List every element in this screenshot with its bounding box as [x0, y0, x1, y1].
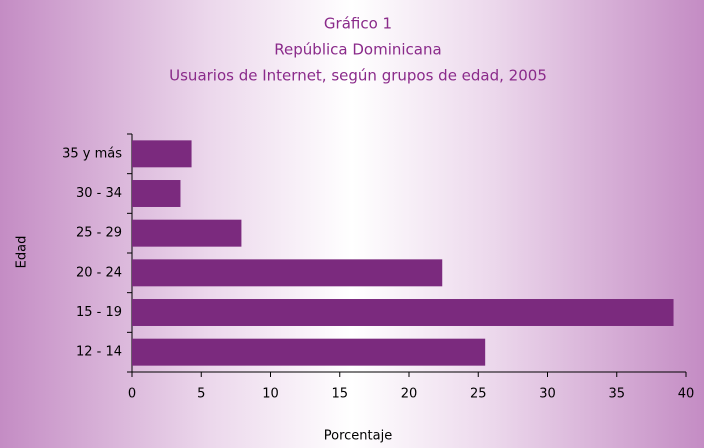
x-tick-label: 15	[331, 387, 348, 402]
chart-title: Usuarios de Internet, según grupos de ed…	[169, 67, 547, 85]
y-tick-label: 20 - 24	[76, 265, 122, 280]
x-tick-label: 30	[539, 387, 556, 402]
x-tick-label: 20	[401, 387, 418, 402]
y-tick-label: 25 - 29	[76, 226, 122, 241]
y-tick-label: 30 - 34	[76, 186, 122, 201]
bar	[132, 259, 443, 287]
y-tick-label: 35 y más	[62, 146, 122, 161]
x-tick-label: 5	[197, 387, 205, 402]
chart-title: Gráfico 1	[324, 15, 392, 33]
x-tick-label: 0	[128, 387, 136, 402]
x-tick-label: 40	[678, 387, 695, 402]
y-tick-label: 15 - 19	[76, 305, 122, 320]
bar	[132, 299, 674, 326]
chart-title: República Dominicana	[274, 41, 441, 59]
y-tick-label: 12 - 14	[76, 345, 122, 360]
bar	[132, 338, 486, 366]
x-tick-label: 10	[262, 387, 279, 402]
bar	[132, 180, 181, 207]
y-axis-label: Edad	[15, 236, 30, 269]
x-axis-label: Porcentaje	[324, 429, 392, 444]
bar	[132, 219, 242, 247]
x-tick-label: 35	[608, 387, 625, 402]
bar	[132, 140, 192, 168]
x-tick-label: 25	[470, 387, 487, 402]
